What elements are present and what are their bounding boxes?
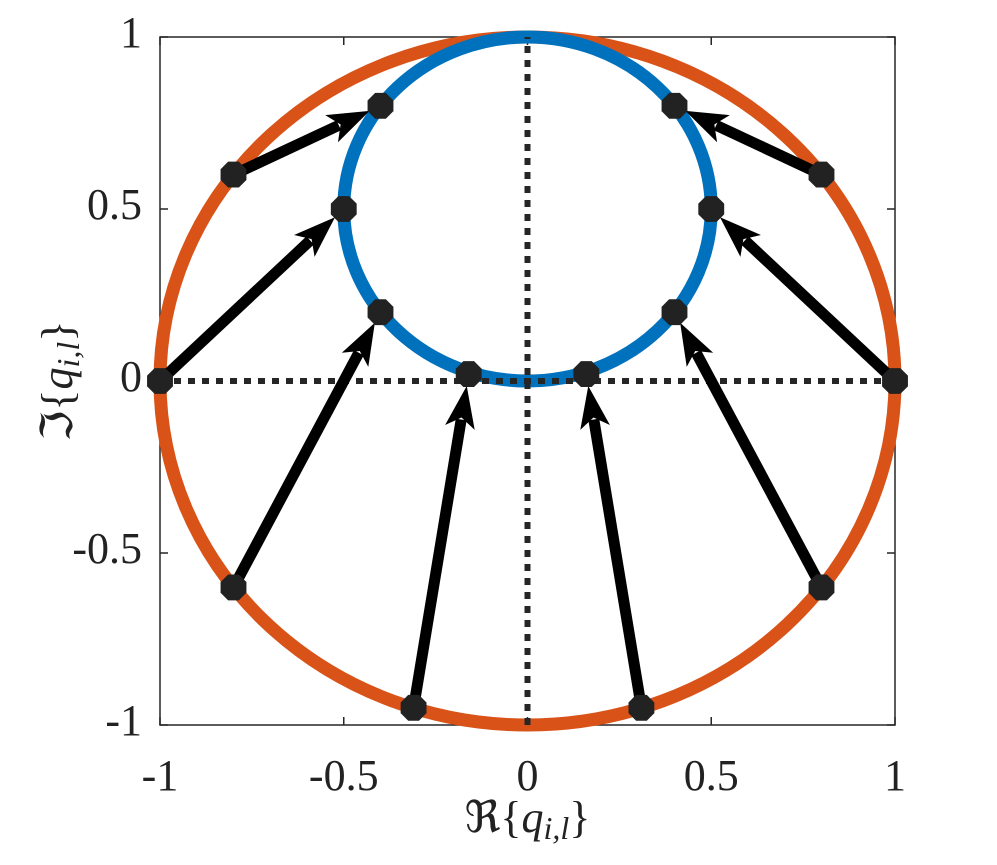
y-axis-label-sub: i,l — [50, 342, 86, 368]
x-axis-label-sub: i,l — [544, 810, 570, 846]
arrow-head — [720, 217, 761, 257]
start-marker — [147, 368, 173, 394]
arrow-head — [680, 322, 714, 367]
x-tick-label: -0.5 — [309, 751, 379, 800]
start-marker — [400, 694, 427, 721]
arrow-shaft — [741, 236, 899, 386]
end-marker — [573, 361, 600, 388]
arrow-shaft — [228, 350, 364, 590]
y-axis-label-base: q — [33, 368, 82, 390]
y-tick-label: -1 — [105, 696, 142, 745]
x-axis-label-base: q — [522, 793, 544, 842]
y-tick-label: 0.5 — [87, 180, 142, 229]
end-marker — [330, 196, 357, 222]
x-axis-label-prefix: ℜ{ — [465, 793, 522, 842]
arrow-head — [445, 385, 475, 430]
arrow-head — [294, 217, 335, 257]
x-tick-label: 0 — [517, 751, 539, 800]
x-tick-label: -1 — [142, 751, 179, 800]
y-axis-label-suffix: } — [33, 321, 82, 342]
y-axis-label: ℑ{qi,l} — [33, 321, 86, 442]
start-marker — [220, 574, 247, 601]
end-marker — [661, 92, 688, 119]
start-marker — [628, 694, 655, 721]
end-marker — [367, 299, 394, 326]
start-marker — [808, 161, 835, 188]
x-tick-label: 0.5 — [684, 751, 739, 800]
start-marker — [882, 368, 908, 394]
arrow-shaft — [691, 350, 827, 590]
arrow-head — [341, 322, 375, 367]
arrow-head — [685, 110, 730, 143]
x-axis-label: ℜ{qi,l} — [465, 793, 591, 846]
arrow-shaft — [588, 418, 647, 709]
y-tick-label: 1 — [120, 8, 142, 57]
x-tick-label: 1 — [884, 751, 906, 800]
end-marker — [698, 196, 725, 222]
y-axis-label-prefix: ℑ{ — [33, 390, 82, 442]
end-marker — [455, 361, 482, 388]
y-tick-label: 0 — [120, 352, 142, 401]
arrow-shaft — [231, 120, 342, 180]
arrow-shaft — [713, 120, 824, 180]
arrow-head — [325, 110, 370, 143]
end-marker — [367, 92, 394, 119]
arrow-shaft — [156, 236, 314, 386]
end-marker — [661, 299, 688, 326]
y-tick-label: -0.5 — [72, 524, 142, 573]
arrow-head — [580, 385, 610, 430]
arrow-shaft — [408, 418, 467, 709]
start-marker — [220, 161, 247, 188]
start-marker — [808, 574, 835, 601]
x-axis-label-suffix: } — [569, 793, 590, 842]
